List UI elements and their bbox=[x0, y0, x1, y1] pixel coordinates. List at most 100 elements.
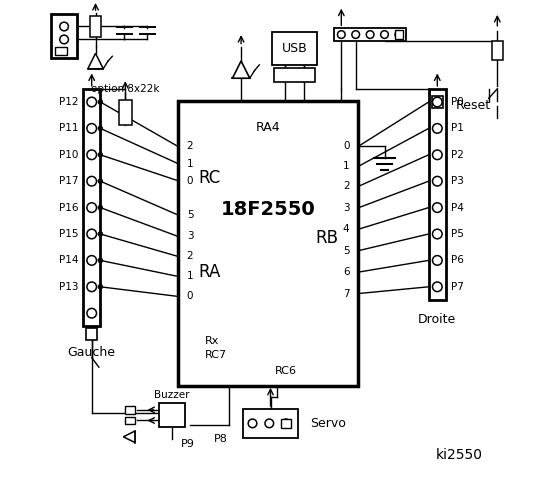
Circle shape bbox=[432, 97, 442, 107]
Bar bbox=[395, 30, 403, 39]
Text: 5: 5 bbox=[187, 210, 194, 220]
Text: P5: P5 bbox=[451, 229, 463, 239]
Text: 3: 3 bbox=[187, 231, 194, 241]
Circle shape bbox=[432, 150, 442, 159]
Circle shape bbox=[98, 179, 103, 184]
Text: 6: 6 bbox=[343, 267, 349, 277]
Circle shape bbox=[98, 232, 103, 237]
Text: P4: P4 bbox=[451, 203, 463, 213]
Text: 2: 2 bbox=[187, 142, 194, 152]
Bar bbox=[126, 417, 135, 424]
Bar bbox=[274, 68, 315, 82]
Bar bbox=[243, 409, 298, 438]
Text: P15: P15 bbox=[59, 229, 79, 239]
Text: RB: RB bbox=[315, 229, 338, 247]
Text: Gauche: Gauche bbox=[67, 346, 116, 360]
Text: P2: P2 bbox=[451, 150, 463, 160]
Text: P12: P12 bbox=[59, 97, 79, 107]
Bar bbox=[334, 28, 406, 41]
Text: 0: 0 bbox=[187, 176, 193, 186]
Text: option 8x22k: option 8x22k bbox=[91, 84, 160, 94]
Text: 3: 3 bbox=[343, 203, 349, 213]
Text: P3: P3 bbox=[451, 176, 463, 186]
Text: P8: P8 bbox=[215, 434, 228, 444]
Circle shape bbox=[98, 126, 103, 131]
Text: RC: RC bbox=[198, 169, 221, 187]
Bar bbox=[126, 406, 135, 414]
Text: P1: P1 bbox=[451, 123, 463, 133]
Bar bbox=[178, 101, 358, 386]
Text: P13: P13 bbox=[59, 282, 79, 292]
Circle shape bbox=[98, 100, 103, 105]
Circle shape bbox=[432, 255, 442, 265]
Circle shape bbox=[265, 419, 274, 428]
Circle shape bbox=[432, 123, 442, 133]
Circle shape bbox=[337, 31, 345, 38]
Circle shape bbox=[60, 22, 69, 31]
Text: 0: 0 bbox=[187, 291, 193, 301]
Text: P9: P9 bbox=[181, 439, 195, 449]
Polygon shape bbox=[123, 431, 135, 443]
Text: RA: RA bbox=[198, 263, 221, 281]
Text: 1: 1 bbox=[187, 158, 194, 168]
Text: 7: 7 bbox=[343, 288, 349, 299]
Circle shape bbox=[87, 282, 97, 292]
Text: P14: P14 bbox=[59, 255, 79, 265]
Bar bbox=[90, 16, 101, 37]
Circle shape bbox=[87, 203, 97, 213]
Text: P7: P7 bbox=[451, 282, 463, 292]
Polygon shape bbox=[88, 53, 103, 69]
Text: Reset: Reset bbox=[456, 99, 491, 112]
Text: P17: P17 bbox=[59, 176, 79, 186]
Circle shape bbox=[432, 282, 442, 292]
Text: P16: P16 bbox=[59, 203, 79, 213]
Text: 0: 0 bbox=[343, 142, 349, 152]
Circle shape bbox=[352, 31, 359, 38]
Text: Rx: Rx bbox=[205, 336, 219, 346]
Circle shape bbox=[282, 419, 290, 428]
Text: USB: USB bbox=[281, 42, 307, 55]
Text: RC6: RC6 bbox=[275, 366, 297, 376]
Circle shape bbox=[87, 123, 97, 133]
Text: ki2550: ki2550 bbox=[436, 448, 483, 462]
Circle shape bbox=[98, 153, 103, 157]
Text: 2: 2 bbox=[343, 181, 349, 192]
Text: P10: P10 bbox=[59, 150, 79, 160]
Bar bbox=[281, 419, 291, 428]
Text: 18F2550: 18F2550 bbox=[221, 200, 315, 219]
Text: RA4: RA4 bbox=[256, 120, 280, 134]
Text: 5: 5 bbox=[343, 246, 349, 256]
Circle shape bbox=[395, 31, 403, 38]
Text: 1: 1 bbox=[187, 272, 194, 281]
Text: Droite: Droite bbox=[418, 312, 456, 326]
Circle shape bbox=[380, 31, 388, 38]
Bar bbox=[159, 403, 185, 427]
Text: P11: P11 bbox=[59, 123, 79, 133]
Circle shape bbox=[248, 419, 257, 428]
Circle shape bbox=[87, 255, 97, 265]
Circle shape bbox=[98, 205, 103, 210]
Bar bbox=[119, 100, 132, 125]
Bar bbox=[83, 89, 100, 326]
Text: Servo: Servo bbox=[310, 417, 346, 430]
Text: 1: 1 bbox=[343, 161, 349, 171]
Circle shape bbox=[60, 35, 69, 44]
Circle shape bbox=[87, 177, 97, 186]
Circle shape bbox=[432, 177, 442, 186]
Bar bbox=[492, 41, 503, 60]
Text: 4: 4 bbox=[343, 224, 349, 234]
Text: Buzzer: Buzzer bbox=[154, 390, 190, 399]
Circle shape bbox=[432, 203, 442, 213]
Bar bbox=[272, 32, 317, 65]
Text: P6: P6 bbox=[451, 255, 463, 265]
Circle shape bbox=[87, 150, 97, 159]
Circle shape bbox=[87, 229, 97, 239]
Bar bbox=[86, 328, 97, 340]
Circle shape bbox=[87, 97, 97, 107]
Circle shape bbox=[98, 284, 103, 289]
Text: RC7: RC7 bbox=[205, 350, 227, 360]
Text: P0: P0 bbox=[451, 97, 463, 107]
Circle shape bbox=[366, 31, 374, 38]
Bar bbox=[51, 14, 77, 58]
Circle shape bbox=[98, 258, 103, 263]
